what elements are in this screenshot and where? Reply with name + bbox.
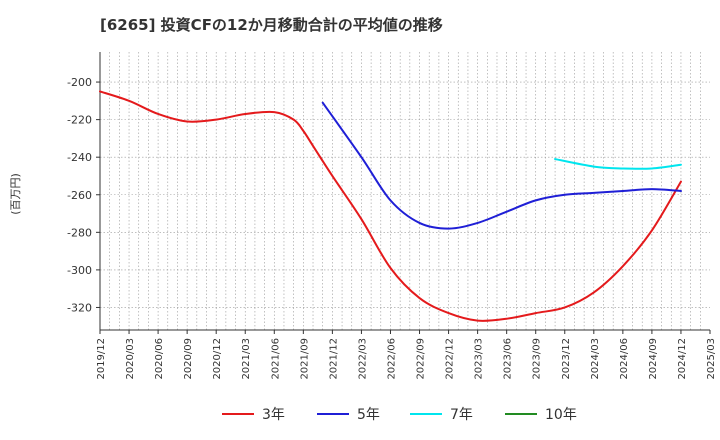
x-tick-label: 2024/12 [677,338,688,380]
legend-label: 5年 [357,407,380,423]
legend-item-1: 5年 [317,404,380,424]
x-tick-label: 2023/09 [532,338,543,380]
legend-swatch [317,413,349,415]
x-tick-label: 2025/03 [706,338,717,380]
chart-title: [6265] 投資CFの12か月移動合計の平均値の推移 [100,16,443,34]
x-tick-label: 2021/09 [299,338,310,380]
x-tick-label: 2024/06 [619,338,630,380]
legend-label: 10年 [545,407,577,423]
x-tick-label: 2020/12 [212,338,223,380]
series-line-0 [99,90,682,322]
y-tick-label: -300 [67,264,92,277]
x-tick-label: 2023/03 [474,338,485,380]
x-tick-label: 2022/12 [445,338,456,380]
x-tick-label: 2024/09 [648,338,659,380]
legend: 3年 5年 7年 10年 [0,404,720,424]
legend-item-0: 3年 [222,404,285,424]
x-tick-label: 2021/06 [270,338,281,380]
legend-label: 7年 [450,407,473,423]
x-tick-label: 2022/06 [386,338,397,380]
x-tick-label: 2020/06 [154,338,165,380]
legend-swatch [222,413,254,415]
y-tick-label: -280 [67,226,92,239]
y-tick-label: -200 [67,76,92,89]
legend-item-2: 7年 [410,404,473,424]
x-tick-label: 2019/12 [96,338,107,380]
x-tick-label: 2021/12 [328,338,339,380]
y-tick-label: -220 [67,114,92,127]
x-tick-label: 2021/03 [241,338,252,380]
y-tick-label: -240 [67,151,92,164]
legend-swatch [410,413,442,415]
x-tick-label: 2022/03 [357,338,368,380]
y-tick-label: -320 [67,301,92,314]
series-line-2 [554,158,682,170]
y-tick-label: -260 [67,189,92,202]
x-tick-label: 2022/09 [416,338,427,380]
legend-label: 3年 [262,407,285,423]
x-tick-label: 2020/09 [183,338,194,380]
x-tick-label: 2020/03 [125,338,136,380]
x-tick-label: 2023/06 [503,338,514,380]
series-line-1 [321,101,682,230]
x-tick-label: 2024/03 [590,338,601,380]
x-tick-label: 2023/12 [561,338,572,380]
legend-item-3: 10年 [505,404,577,424]
legend-swatch [505,413,537,415]
